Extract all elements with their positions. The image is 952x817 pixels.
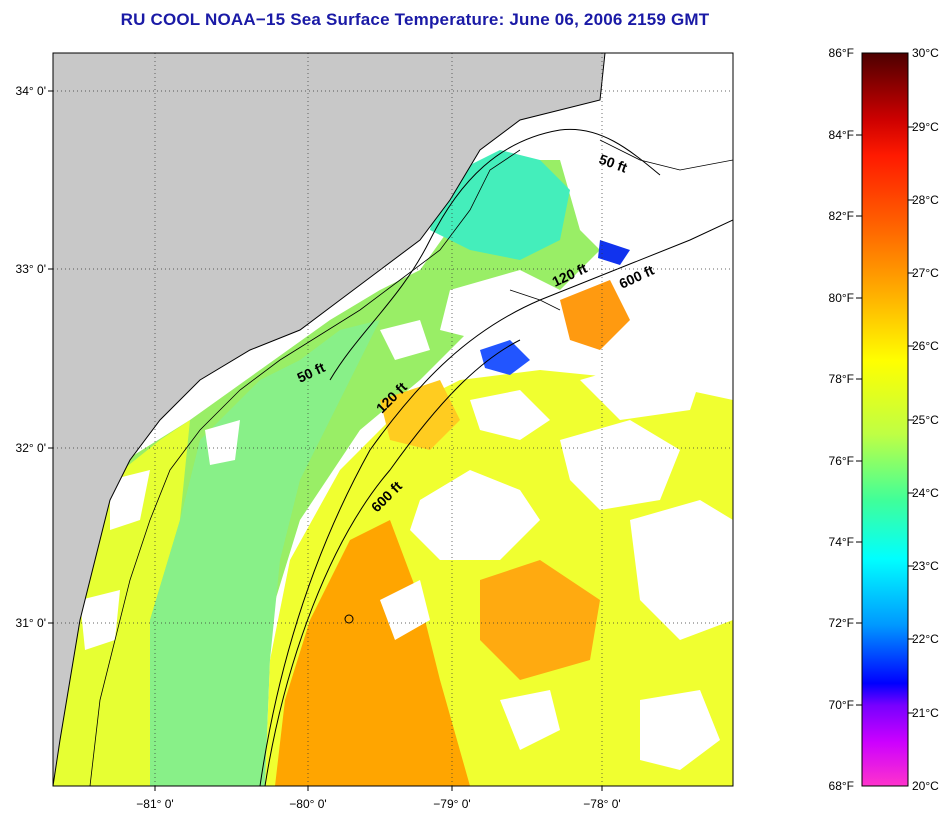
lon-label-81: −81° 0' [136, 797, 173, 811]
lon-label-79: −79° 0' [433, 797, 470, 811]
lat-label-31: 31° 0' [16, 616, 46, 630]
c-label: 20°C [912, 779, 939, 793]
c-label: 25°C [912, 413, 939, 427]
map-ticks [48, 90, 603, 791]
c-label: 28°C [912, 193, 939, 207]
map-title: RU COOL NOAA−15 Sea Surface Temperature:… [120, 10, 710, 29]
lat-label-33: 33° 0' [16, 262, 46, 276]
c-label: 26°C [912, 339, 939, 353]
lat-label-34: 34° 0' [16, 84, 46, 98]
f-label: 78°F [829, 372, 854, 386]
sst-yellow-orange [380, 380, 460, 450]
cloud-patches [80, 270, 733, 770]
f-label: 72°F [829, 616, 854, 630]
inner-shoreline [89, 149, 521, 786]
contour-120ft [259, 219, 733, 786]
sst-yellow-inshore [53, 420, 190, 786]
contour-600ft [264, 339, 521, 786]
lat-label-32: 32° 0' [16, 441, 46, 455]
coastline [53, 53, 606, 786]
f-label: 76°F [829, 454, 854, 468]
colorbar-ticks [856, 126, 914, 714]
f-label: 70°F [829, 698, 854, 712]
c-label: 23°C [912, 559, 939, 573]
c-label: 27°C [912, 266, 939, 280]
sst-warm-orange [275, 520, 470, 786]
c-label: 21°C [912, 706, 939, 720]
c-label: 29°C [912, 120, 939, 134]
f-label: 80°F [829, 291, 854, 305]
land-mass [53, 53, 605, 786]
f-label: 86°F [829, 46, 854, 60]
sst-blue-patch-2 [598, 240, 630, 265]
sst-blue-patch [480, 340, 530, 375]
offshore-line-ne [599, 139, 733, 171]
station-marker [344, 614, 354, 624]
lon-label-80: −80° 0' [289, 797, 326, 811]
c-label: 30°C [912, 46, 939, 60]
colorbar-fahrenheit-labels: 86°F 84°F 82°F 80°F 78°F 76°F 74°F 72°F … [829, 46, 854, 793]
sst-warm-orange-3 [560, 280, 630, 350]
contour-50ft [329, 128, 661, 381]
c-label: 22°C [912, 632, 939, 646]
f-label: 68°F [829, 779, 854, 793]
colorbar [861, 52, 909, 787]
graticule [53, 53, 733, 786]
lon-label-78: −78° 0' [583, 797, 620, 811]
map-frame [52, 52, 734, 787]
f-label: 82°F [829, 209, 854, 223]
f-label: 84°F [829, 128, 854, 142]
f-label: 74°F [829, 535, 854, 549]
sst-cyan-patch [430, 150, 570, 260]
c-label: 24°C [912, 486, 939, 500]
sst-warm-orange-2 [480, 560, 600, 680]
colorbar-celsius-labels: 30°C 29°C 28°C 27°C 26°C 25°C 24°C 23°C … [912, 46, 939, 793]
